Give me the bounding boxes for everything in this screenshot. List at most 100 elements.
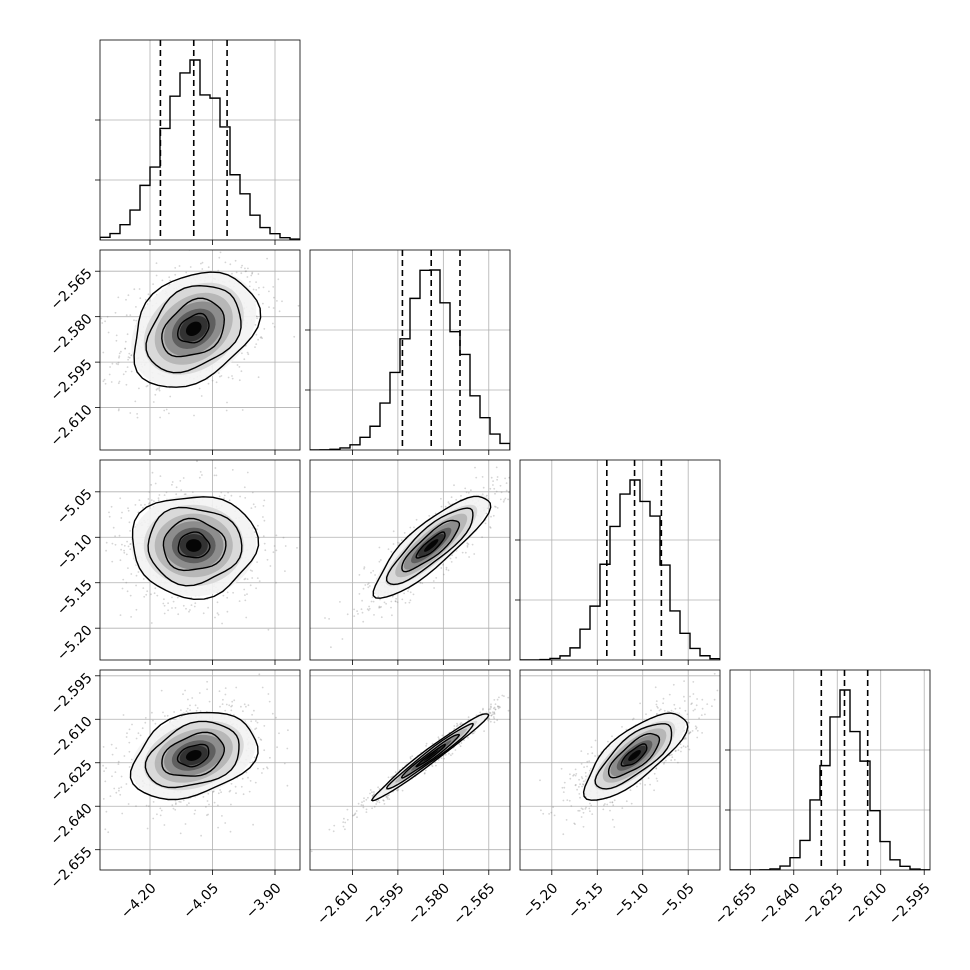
scatter-point [218, 495, 221, 498]
scatter-point [278, 310, 281, 313]
scatter-point [135, 805, 137, 807]
scatter-point [684, 709, 687, 712]
scatter-point [142, 506, 144, 509]
scatter-point [310, 850, 313, 853]
scatter-point [401, 598, 404, 601]
scatter-point [219, 789, 222, 791]
scatter-point [240, 705, 242, 708]
scatter-point [184, 689, 187, 692]
scatter-point [437, 736, 440, 739]
scatter-point [434, 761, 437, 764]
scatter-point [222, 698, 224, 701]
scatter-point [367, 609, 370, 612]
scatter-point [96, 802, 98, 804]
scatter-point [246, 351, 249, 354]
scatter-point [443, 757, 445, 760]
scatter-point [126, 540, 128, 543]
scatter-point [135, 608, 138, 611]
scatter-point [199, 710, 202, 713]
scatter-point [127, 545, 130, 548]
scatter-point [245, 270, 248, 273]
scatter-point [447, 569, 450, 572]
density-fill-6 [424, 539, 439, 552]
scatter-point [151, 711, 153, 714]
scatter-point [224, 709, 227, 712]
scatter-point [151, 471, 154, 474]
scatter-point [182, 604, 185, 607]
scatter-point [431, 742, 434, 745]
contour-line-2 [147, 506, 243, 587]
scatter-point [260, 336, 263, 338]
scatter-point [165, 408, 168, 411]
scatter-point [122, 714, 125, 716]
scatter-point [230, 782, 233, 785]
scatter-point [496, 719, 499, 722]
scatter-point [460, 723, 462, 726]
scatter-point [249, 280, 251, 283]
scatter-point [448, 502, 451, 505]
scatter-point [360, 608, 363, 611]
scatter-point [276, 746, 278, 749]
scatter-point [655, 767, 658, 770]
scatter-point [121, 511, 123, 514]
panel-2-1 [309, 459, 511, 665]
scatter-point [502, 500, 505, 503]
scatter-point [355, 810, 358, 812]
scatter-point [453, 484, 455, 487]
scatter-point [102, 351, 105, 354]
scatter-point [241, 409, 244, 411]
scatter-point [245, 705, 247, 708]
scatter-point [489, 708, 492, 710]
scatter-point [683, 680, 685, 682]
scatter-point [467, 543, 470, 545]
scatter-point [466, 542, 469, 545]
scatter-point [494, 708, 497, 711]
scatter-point [244, 599, 247, 602]
scatter-point [112, 526, 115, 529]
scatter-point [156, 594, 159, 597]
histogram-2 [520, 479, 720, 660]
scatter-point [201, 474, 203, 476]
panel-content [100, 250, 300, 450]
scatter-point [372, 793, 375, 796]
scatter-point [244, 497, 247, 499]
scatter-point [247, 776, 249, 779]
scatter-point [160, 689, 163, 692]
scatter-point [483, 730, 485, 732]
scatter-point [425, 742, 428, 745]
scatter-point [130, 370, 133, 373]
y-tick-label: −2.595 [48, 670, 96, 718]
x-tick-label: −4.05 [180, 880, 222, 922]
scatter-point [482, 708, 484, 711]
scatter-point [269, 756, 271, 759]
scatter-point [127, 567, 129, 569]
scatter-point [343, 817, 345, 820]
scatter-point [356, 816, 358, 819]
scatter-point [251, 713, 254, 716]
scatter-point [148, 491, 151, 493]
scatter-point [363, 800, 365, 802]
scatter-point [491, 711, 494, 713]
scatter-point [108, 373, 111, 376]
scatter-point [451, 752, 454, 755]
scatter-point [111, 775, 113, 778]
scatter-point [163, 604, 166, 607]
scatter-point [377, 786, 379, 789]
scatter-point [247, 353, 250, 356]
scatter-point [362, 806, 365, 809]
scatter-point [255, 587, 257, 590]
scatter-point [163, 409, 166, 412]
scatter-point [493, 721, 496, 724]
scatter-point [251, 570, 254, 572]
scatter-point [235, 686, 238, 689]
scatter-point [212, 791, 215, 793]
scatter-point [223, 497, 225, 500]
scatter-point [489, 487, 492, 490]
scatter-point [85, 738, 87, 740]
panel-content [520, 460, 720, 660]
scatter-point [140, 504, 142, 506]
scatter-point [459, 745, 462, 748]
scatter-point [407, 590, 409, 593]
scatter-point [187, 698, 189, 701]
